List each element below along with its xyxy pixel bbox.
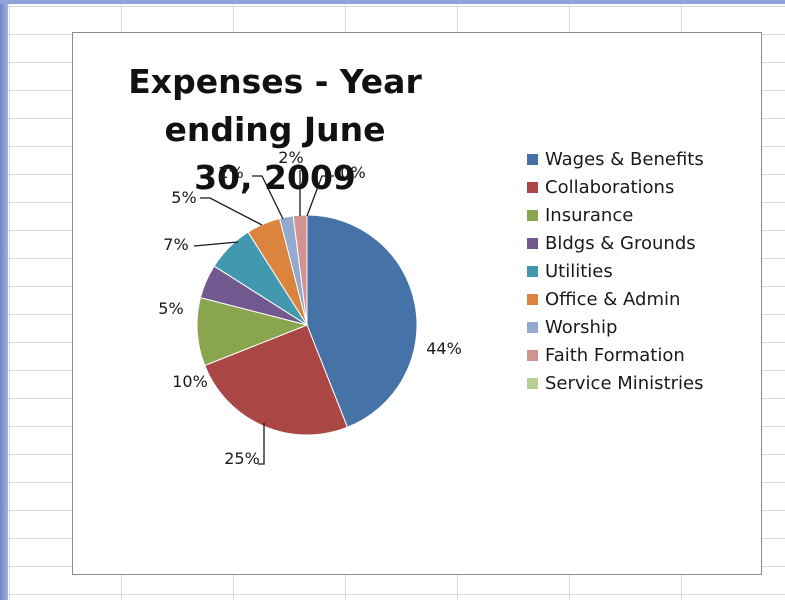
chart-area[interactable] <box>72 32 762 575</box>
legend-swatch <box>527 265 538 277</box>
legend-swatch <box>527 153 538 165</box>
data-label-faith-formation: 2% <box>278 148 303 167</box>
legend-label: Insurance <box>545 204 634 226</box>
legend-item-office-admin[interactable]: Office & Admin <box>527 285 704 313</box>
legend-label: Worship <box>545 316 618 338</box>
leader-line-utilities <box>193 241 239 247</box>
legend-item-collaborations[interactable]: Collaborations <box>527 173 704 201</box>
legend-swatch <box>527 209 538 221</box>
chart-legend: Wages & Benefits Collaborations Insurance B… <box>527 145 704 397</box>
data-label-collaborations: 25% <box>224 449 260 468</box>
legend-item-faith-formation[interactable]: Faith Formation <box>527 341 704 369</box>
legend-swatch <box>527 293 538 305</box>
legend-item-insurance[interactable]: Insurance <box>527 201 704 229</box>
legend-label: Office & Admin <box>545 288 681 310</box>
legend-item-service-ministries[interactable]: Service Ministries <box>527 369 704 397</box>
legend-item-worship[interactable]: Worship <box>527 313 704 341</box>
legend-label: Collaborations <box>545 176 675 198</box>
legend-swatch <box>527 237 538 249</box>
legend-swatch <box>527 377 538 389</box>
data-label-wages-benefits: 44% <box>426 339 462 358</box>
window-top-edge <box>0 0 785 4</box>
data-label-bldgs-grounds: 5% <box>158 299 183 318</box>
chart-title: Expenses - Year ending June 30, 2009 <box>75 58 475 202</box>
data-label-service-ministries: 0% <box>340 163 365 182</box>
chart-title-line-2: 30, 2009 <box>194 158 356 197</box>
leader-line-collaborations <box>258 423 265 465</box>
data-label-utilities: 7% <box>163 235 188 254</box>
chart-title-line-1: Expenses - Year ending June <box>128 62 422 149</box>
legend-item-utilities[interactable]: Utilities <box>527 257 704 285</box>
legend-swatch <box>527 181 538 193</box>
legend-label: Faith Formation <box>545 344 685 366</box>
window-edge <box>0 0 8 600</box>
data-label-worship: 2% <box>218 163 243 182</box>
legend-item-wages-benefits[interactable]: Wages & Benefits <box>527 145 704 173</box>
legend-swatch <box>527 349 538 361</box>
data-label-insurance: 10% <box>172 372 208 391</box>
legend-item-bldgs-grounds[interactable]: Bldgs & Grounds <box>527 229 704 257</box>
legend-swatch <box>527 321 538 333</box>
pie-slice-wages-benefits[interactable] <box>306 214 418 428</box>
legend-label: Utilities <box>545 260 613 282</box>
leader-line-office-admin <box>200 197 263 226</box>
legend-label: Bldgs & Grounds <box>545 232 696 254</box>
pie-slice-collaborations[interactable] <box>204 324 349 436</box>
data-label-office-admin: 5% <box>171 188 196 207</box>
leader-line-worship <box>252 175 284 220</box>
leader-line-service-ministries <box>306 175 334 217</box>
legend-label: Wages & Benefits <box>545 148 704 170</box>
legend-label: Service Ministries <box>545 372 704 394</box>
